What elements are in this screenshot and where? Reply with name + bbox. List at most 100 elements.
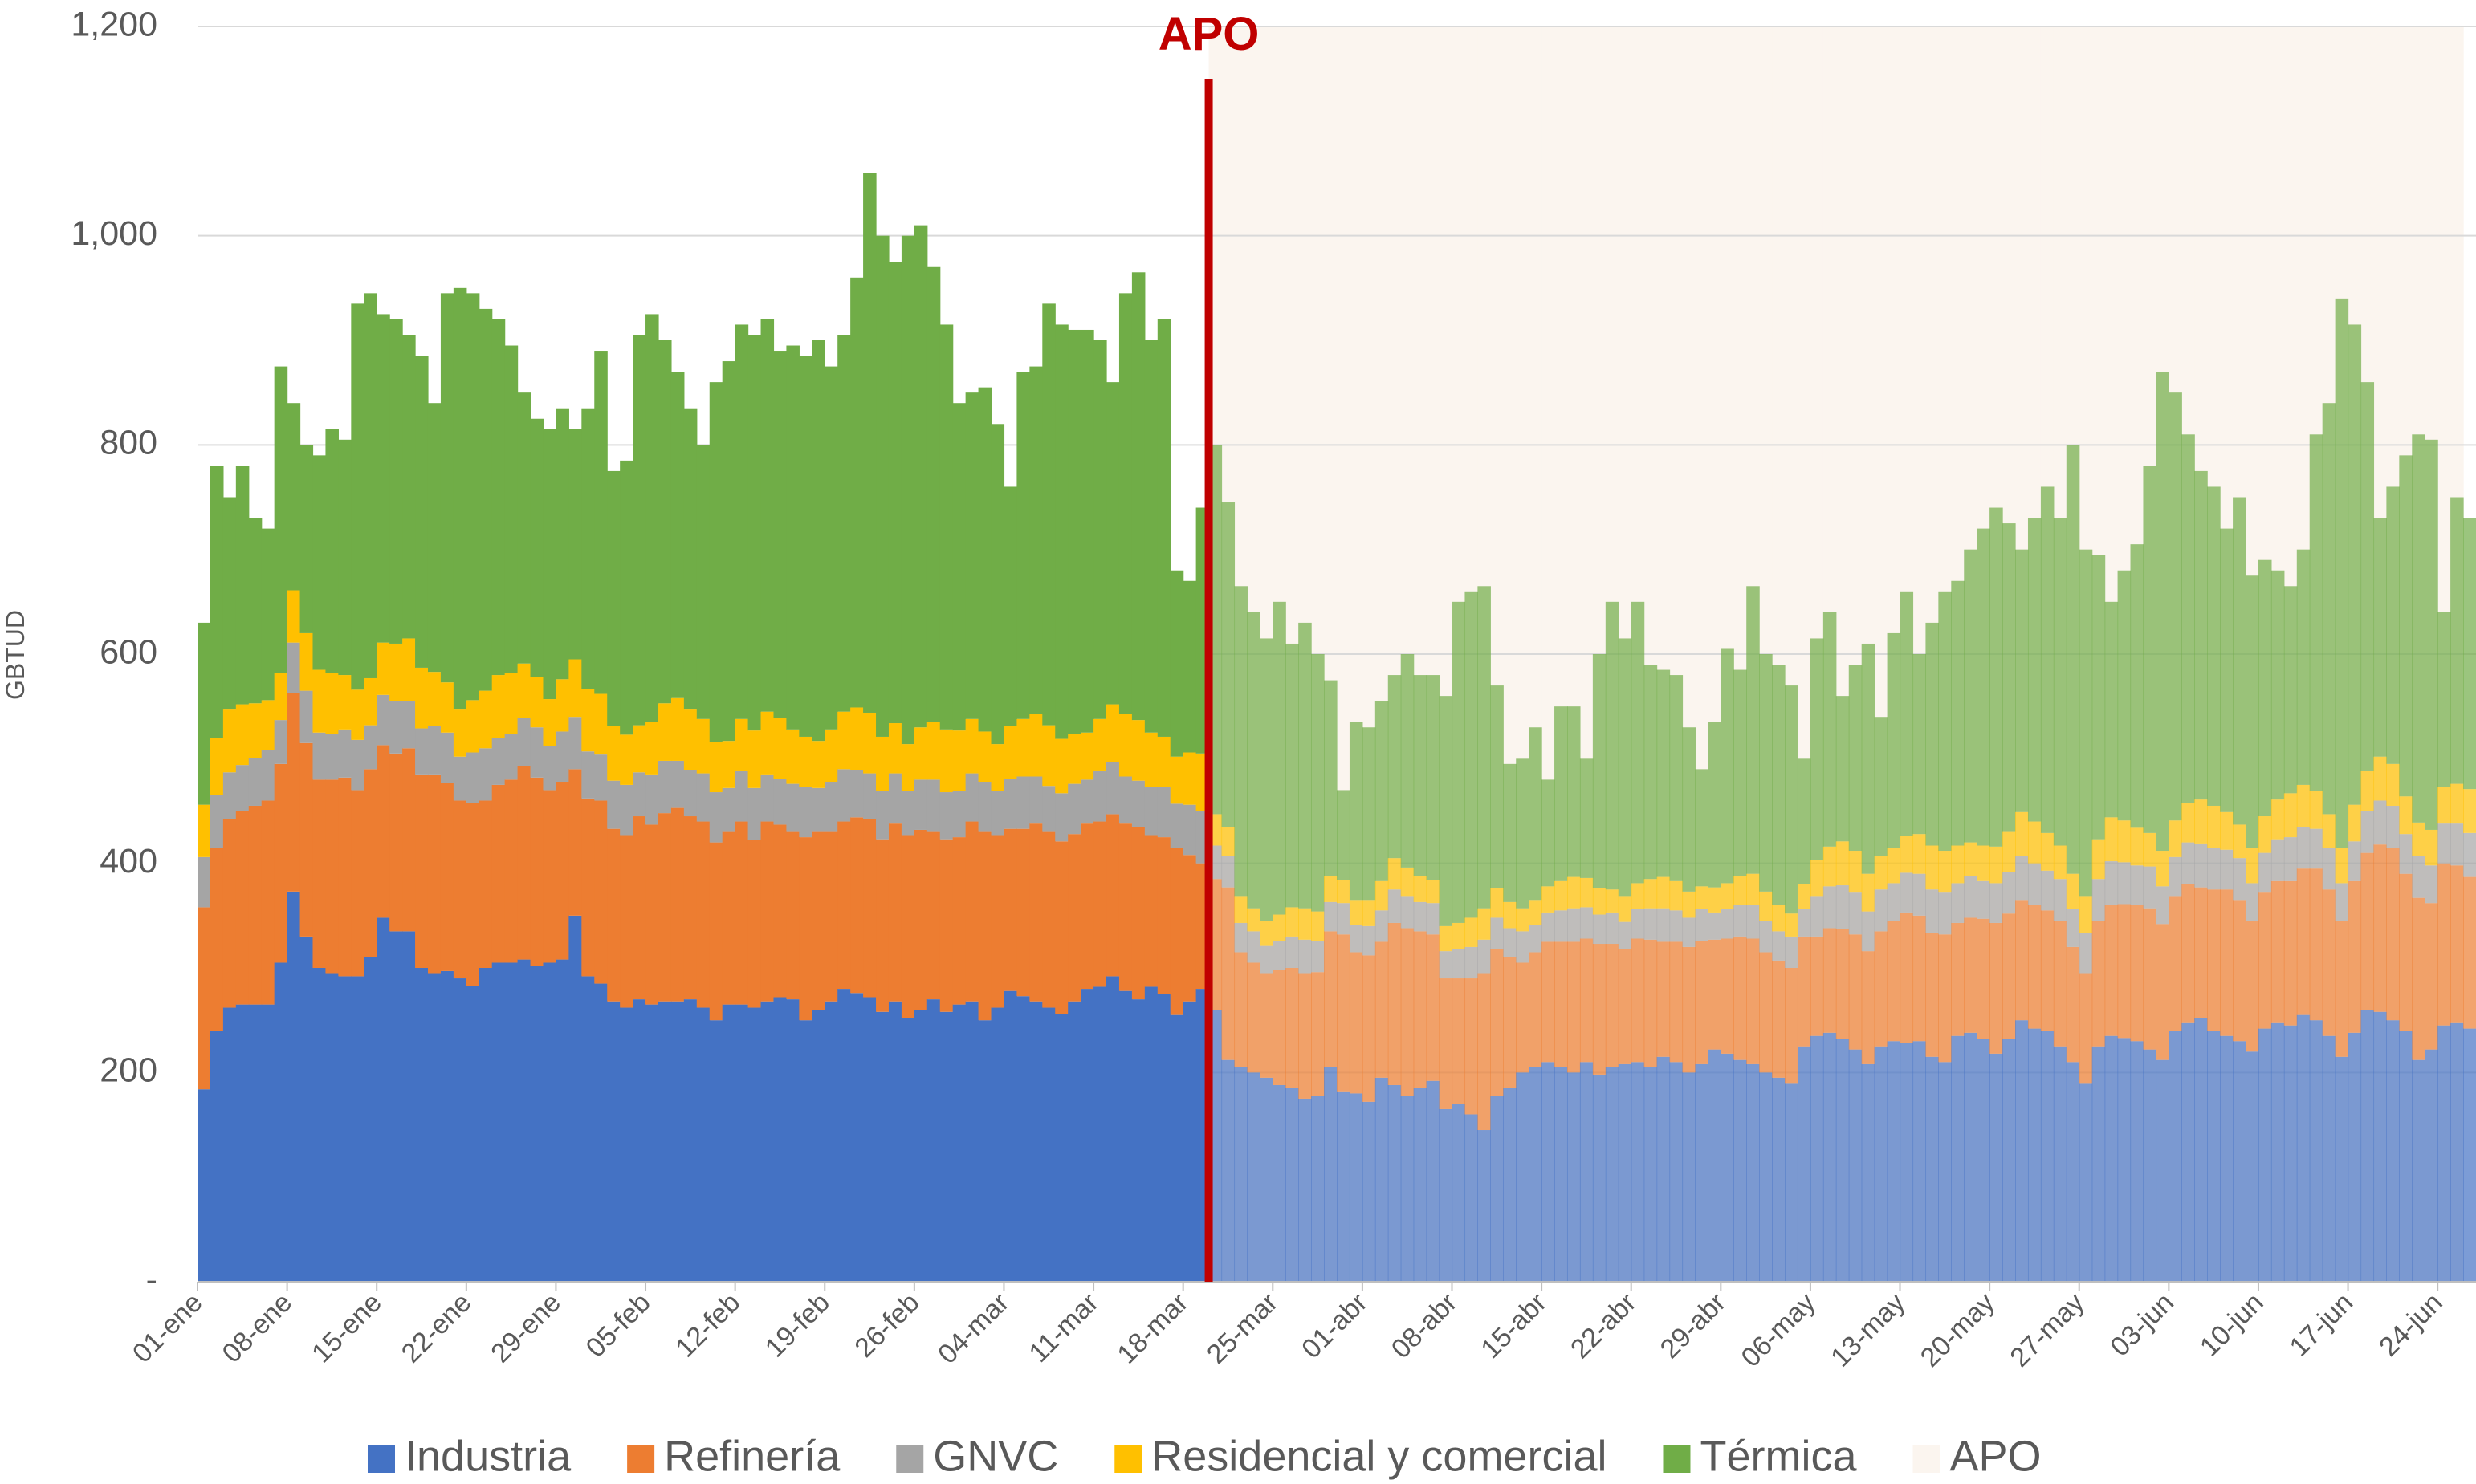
area-segment (517, 392, 531, 664)
area-segment (1131, 827, 1146, 1000)
area-segment (658, 760, 672, 814)
area-segment (1708, 887, 1721, 913)
area-segment (2296, 549, 2311, 785)
area-segment (2399, 834, 2413, 874)
area-segment (1643, 939, 1658, 1067)
area-segment (1247, 1072, 1260, 1282)
area-segment (952, 1004, 967, 1282)
area-segment (1016, 996, 1030, 1282)
area-segment (2194, 1018, 2208, 1282)
area-segment (2053, 845, 2067, 880)
area-segment (1400, 654, 1415, 868)
area-segment (747, 1007, 762, 1282)
area-segment (1541, 941, 1555, 1063)
area-segment (2194, 887, 2208, 1018)
area-segment (2425, 1049, 2438, 1282)
area-segment (2027, 905, 2042, 1029)
area-segment (2399, 796, 2413, 835)
area-segment (658, 1001, 672, 1282)
area-segment (1566, 1072, 1581, 1282)
area-segment (2246, 921, 2259, 1052)
area-segment (812, 741, 825, 788)
area-segment (888, 1001, 902, 1282)
area-segment (991, 835, 1005, 1008)
area-segment (1285, 1088, 1299, 1282)
area-segment (1234, 586, 1248, 897)
area-segment (453, 709, 467, 757)
area-segment (1631, 909, 1645, 939)
area-segment (299, 445, 314, 633)
area-segment (914, 779, 928, 830)
area-segment (1004, 990, 1018, 1282)
area-segment (2066, 909, 2080, 947)
area-segment (1721, 909, 1734, 939)
area-segment (1311, 1096, 1325, 1282)
area-segment (1439, 925, 1453, 952)
area-segment (1566, 876, 1581, 909)
area-segment (1721, 938, 1734, 1054)
area-segment (2296, 827, 2311, 869)
x-tick-label: 22-ene (396, 1287, 478, 1369)
x-tick-label: 01-abr (1296, 1287, 1373, 1364)
area-segment (1810, 638, 1824, 860)
area-segment (1311, 941, 1325, 973)
area-segment (1733, 936, 1747, 1060)
area-segment (1695, 941, 1708, 1064)
area-segment (2040, 486, 2055, 833)
area-segment (594, 800, 608, 984)
area-segment (1759, 654, 1773, 892)
area-segment (2143, 1049, 2157, 1282)
area-segment (1029, 1001, 1043, 1282)
area-segment (939, 792, 954, 840)
area-segment (2207, 1031, 2221, 1282)
area-segment (1221, 1059, 1236, 1282)
area-segment (1004, 486, 1018, 726)
area-segment (1848, 934, 1863, 1050)
area-segment (504, 779, 519, 963)
area-segment (2296, 868, 2311, 1015)
x-tick-label: 08-ene (217, 1287, 299, 1369)
area-segment (1081, 779, 1094, 824)
area-segment (198, 622, 211, 805)
area-segment (1554, 880, 1568, 911)
area-segment (287, 403, 301, 591)
area-segment (389, 701, 403, 754)
area-segment (863, 773, 877, 819)
area-segment (1566, 941, 1581, 1073)
area-segment (1157, 994, 1171, 1282)
area-segment (2348, 841, 2362, 881)
area-segment (952, 403, 967, 731)
area-segment (991, 744, 1005, 791)
area-segment (210, 1031, 224, 1282)
area-segment (2066, 1062, 2080, 1282)
area-segment (620, 460, 633, 735)
area-segment (2079, 973, 2093, 1084)
area-segment (1387, 675, 1402, 859)
area-segment (1592, 944, 1607, 1075)
area-segment (530, 777, 544, 966)
area-segment (863, 819, 877, 998)
area-segment (1631, 601, 1645, 884)
area-segment (1273, 601, 1286, 915)
area-segment (1835, 696, 1850, 842)
area-segment (1170, 756, 1184, 804)
area-segment (1912, 873, 1927, 916)
area-segment (2437, 1025, 2451, 1282)
area-segment (620, 835, 633, 1008)
area-segment (2066, 445, 2080, 874)
area-segment (1516, 908, 1529, 932)
area-segment (1285, 936, 1299, 968)
area-segment (222, 497, 237, 710)
x-tick-label: 10-jun (2194, 1287, 2270, 1363)
area-segment (1810, 896, 1824, 937)
area-segment (850, 817, 864, 994)
area-segment (1170, 803, 1184, 848)
area-segment (1183, 752, 1197, 805)
area-segment (1989, 507, 2003, 847)
area-segment (517, 959, 531, 1282)
area-segment (901, 744, 915, 791)
area-segment (1529, 1067, 1542, 1282)
area-segment (491, 319, 506, 676)
area-segment (1260, 638, 1273, 921)
area-segment (517, 718, 531, 766)
